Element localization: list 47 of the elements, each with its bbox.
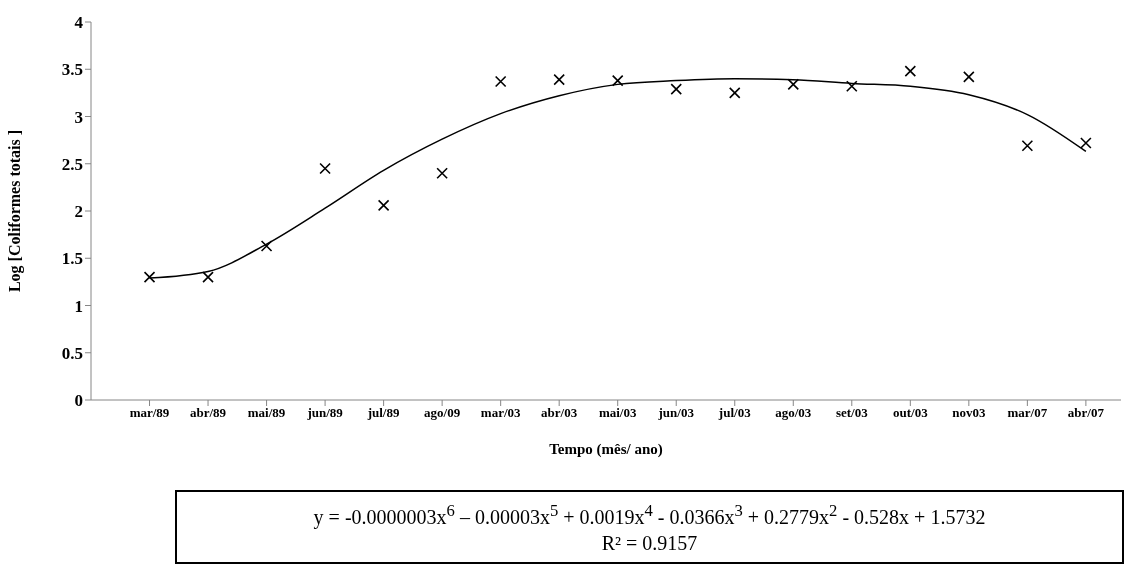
x-tick-label: mar/07 [1007,405,1048,421]
point [787,78,800,91]
point [728,87,741,99]
x-tick-label: out/03 [892,405,929,421]
x-tick-label: nov03 [952,405,986,421]
x-tick-label: mai/03 [598,405,637,421]
line-series [148,77,1087,279]
point [260,240,273,252]
point [377,199,390,212]
point [670,83,683,95]
x-tick-label: jun/89 [306,405,344,421]
x-tick-label: mar/89 [129,405,170,421]
x-tick-label: jun/03 [657,405,695,421]
x-tick-label: abr/03 [541,405,578,421]
y-tick-label: 1 [74,296,83,316]
y-tick-label: 2 [74,202,83,222]
y-tick-label: 0.5 [61,343,83,363]
point [963,71,975,83]
y-tick-label: 3.5 [61,60,83,80]
point [436,167,448,179]
x-tick-label: ago/09 [424,405,461,421]
y-tick-label: 4 [74,13,84,33]
point [143,271,156,283]
point [846,80,858,93]
x-tick-label: set/03 [835,405,869,421]
y-tick-label: 1.5 [61,249,83,269]
y-tick-label: 3 [74,107,83,127]
point [553,73,565,86]
y-tick-label: 2.5 [61,154,83,174]
point [494,75,507,88]
x-tick-label: jul/89 [366,405,400,421]
y-tick-label: 0 [74,391,83,411]
x-tick-label: ago/03 [775,405,812,421]
equation-box: y = -0.0000003x$^{6}$ – 0.00003x$^{5}$ + 0.0019x$^{4}$ - 0.0366x$^{3}$ + 0.2779x$^{2}$ - 0.528x + 1.5732 R² = 0.9157 [175,490,1124,564]
point [904,65,917,77]
x-tick-label: jul/03 [717,405,752,421]
y-axis-title: Log [Coliformes totais ] [5,129,24,293]
point [319,162,331,175]
point [611,74,624,87]
x-tick-label: mai/89 [247,405,286,421]
point [1080,137,1092,149]
x-tick-label: mar/03 [480,405,522,421]
x-tick-label: abr/07 [1067,405,1105,421]
x-tick-label: abr/89 [189,405,227,421]
x-axis-title: Tempo (mês/ ano) [549,441,663,458]
point [202,271,214,283]
point [1021,139,1034,152]
